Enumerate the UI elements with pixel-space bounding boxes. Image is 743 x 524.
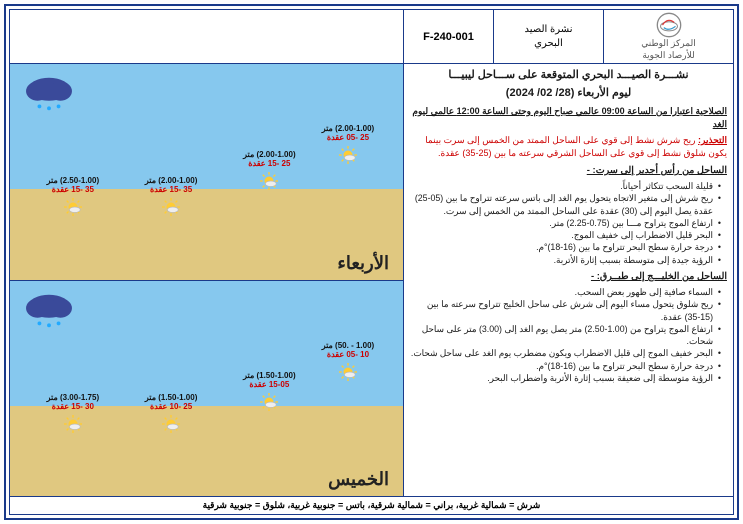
logo-icon bbox=[656, 12, 682, 38]
section1-list: قليلة السحب تتكاثر أحياناً.ريح شرش إلى م… bbox=[410, 180, 721, 266]
wave-height: (1.50-1.00) متر bbox=[145, 393, 197, 402]
wave-height: (2.00-1.00) متر bbox=[243, 150, 295, 159]
warning-block: التحذير: ريح شرش نشط إلى قوي على الساحل … bbox=[410, 134, 727, 159]
wave-height: (1.50-1.00) متر bbox=[243, 371, 295, 380]
bullet-item: قليلة السحب تتكاثر أحياناً. bbox=[410, 180, 721, 192]
map-point: (2.00-1.00) متر25 -05 عقدة bbox=[322, 124, 374, 142]
bullet-item: ريح شرش إلى متغير الاتجاه يتحول يوم الغد… bbox=[410, 192, 721, 217]
wind-speed: 25 -15 عقدة bbox=[243, 159, 295, 168]
bullet-item: السماء صافية إلى ظهور بعض السحب. bbox=[410, 286, 721, 298]
content-row: نشـــرة الصيـــد البحري المتوقعة على ســ… bbox=[10, 64, 733, 496]
bullet-item: ريح شلوق يتحول مساء اليوم إلى شرش على سا… bbox=[410, 298, 721, 323]
bullet-item: درجة حرارة سطح البحر تتراوح ما بين (16-1… bbox=[410, 360, 721, 372]
wind-speed: 25 -10 عقدة bbox=[145, 402, 197, 411]
wave-height: (3.00-1.75) متر bbox=[47, 393, 99, 402]
org-cell: المركز الوطني للأرصاد الجوية bbox=[603, 10, 733, 63]
cloud-rain-icon bbox=[20, 72, 78, 116]
bulletin-line2: البحري bbox=[534, 37, 563, 51]
cloud-rain-icon bbox=[20, 289, 78, 333]
sun-cloud-icon bbox=[64, 198, 82, 216]
maps-column: الأربعاء (2.50-1.00) متر35 -15 عقدة(2.00… bbox=[10, 64, 403, 496]
legend-footer: شرش = شمالية غربية، براني = شمالية شرقية… bbox=[10, 496, 733, 514]
bullet-item: درجة حرارة سطح البحر تتراوح ما بين (16-1… bbox=[410, 241, 721, 253]
section1-head: الساحل من رأس أجدير إلى سرت: - bbox=[410, 164, 727, 178]
map-wednesday: الأربعاء (2.50-1.00) متر35 -15 عقدة(2.00… bbox=[10, 64, 403, 281]
sun-cloud-icon bbox=[339, 363, 357, 381]
warning-label: التحذير: bbox=[698, 135, 727, 145]
map-point: (1.50-1.00) متر15-05 عقدة bbox=[243, 371, 295, 389]
bullet-item: ارتفاع الموج يتراوح من (1.00-2.50) متر ي… bbox=[410, 323, 721, 348]
sun-cloud-icon bbox=[339, 146, 357, 164]
map-point: (3.00-1.75) متر30 -15 عقدة bbox=[47, 393, 99, 411]
wave-height: (2.50-1.00) متر bbox=[47, 176, 99, 185]
bullet-item: الرؤية جيدة إلى متوسطة بسبب إثارة الأترب… bbox=[410, 254, 721, 266]
map-point: (1.00 - .50) متر10 -05 عقدة bbox=[322, 341, 375, 359]
map-thursday: الخميس (3.00-1.75) متر30 -15 عقدة (1.50-1… bbox=[10, 281, 403, 497]
wind-speed: 35 -15 عقدة bbox=[47, 185, 99, 194]
validity-line: الصلاحية اعتبارا من الساعة 09:00 عالمي ص… bbox=[410, 105, 727, 131]
bullet-item: ارتفاع الموج يتراوح مـــا بين (0.75-2.25… bbox=[410, 217, 721, 229]
day-label: الأربعاء bbox=[337, 253, 389, 274]
main-title: نشـــرة الصيـــد البحري المتوقعة على ســ… bbox=[410, 68, 727, 84]
day-label: الخميس bbox=[328, 469, 389, 490]
text-column: نشـــرة الصيـــد البحري المتوقعة على ســ… bbox=[403, 64, 733, 496]
sun-cloud-icon bbox=[162, 415, 180, 433]
page-frame: المركز الوطني للأرصاد الجوية نشرة الصيد … bbox=[9, 9, 734, 515]
org-line1: المركز الوطني bbox=[641, 38, 695, 50]
sun-cloud-icon bbox=[260, 393, 278, 411]
wind-speed: 35 -15 عقدة bbox=[145, 185, 197, 194]
bulletin-line1: نشرة الصيد bbox=[525, 23, 573, 37]
bullet-item: الرؤية متوسطة إلى ضعيفة بسبب إثارة الأتر… bbox=[410, 372, 721, 384]
wave-height: (2.00-1.00) متر bbox=[145, 176, 197, 185]
header-row: المركز الوطني للأرصاد الجوية نشرة الصيد … bbox=[10, 10, 733, 64]
bulletin-cell: نشرة الصيد البحري bbox=[493, 10, 603, 63]
section2-head: الساحل من الخليـــج إلى طبــرق: - bbox=[410, 270, 727, 284]
header-spacer bbox=[10, 10, 403, 63]
sun-cloud-icon bbox=[64, 415, 82, 433]
map-point: (2.50-1.00) متر35 -15 عقدة bbox=[47, 176, 99, 194]
org-line2: للأرصاد الجوية bbox=[642, 50, 694, 62]
sun-cloud-icon bbox=[260, 172, 278, 190]
wave-height: (1.00 - .50) متر bbox=[322, 341, 375, 350]
wave-height: (2.00-1.00) متر bbox=[322, 124, 374, 133]
section2-list: السماء صافية إلى ظهور بعض السحب.ريح شلوق… bbox=[410, 286, 721, 385]
wind-speed: 15-05 عقدة bbox=[243, 380, 295, 389]
wind-speed: 25 -05 عقدة bbox=[322, 133, 374, 142]
bullet-item: البحر قليل الاضطراب إلى خفيف الموج. bbox=[410, 229, 721, 241]
code-cell: F-240-001 bbox=[403, 10, 493, 63]
map-point: (2.00-1.00) متر25 -15 عقدة bbox=[243, 150, 295, 168]
map-point: (2.00-1.00) متر35 -15 عقدة bbox=[145, 176, 197, 194]
map-point: (1.50-1.00) متر25 -10 عقدة bbox=[145, 393, 197, 411]
bullet-item: البحر خفيف الموج إلى قليل الاضطراب ويكون… bbox=[410, 347, 721, 359]
wind-speed: 30 -15 عقدة bbox=[47, 402, 99, 411]
warning-text: ريح شرش نشط إلى قوي على الساحل الممتد من… bbox=[425, 135, 727, 158]
date-title: ليوم الأربعاء (28/ 02/ 2024) bbox=[410, 86, 727, 102]
wind-speed: 10 -05 عقدة bbox=[322, 350, 375, 359]
doc-code: F-240-001 bbox=[423, 31, 474, 43]
sun-cloud-icon bbox=[162, 198, 180, 216]
